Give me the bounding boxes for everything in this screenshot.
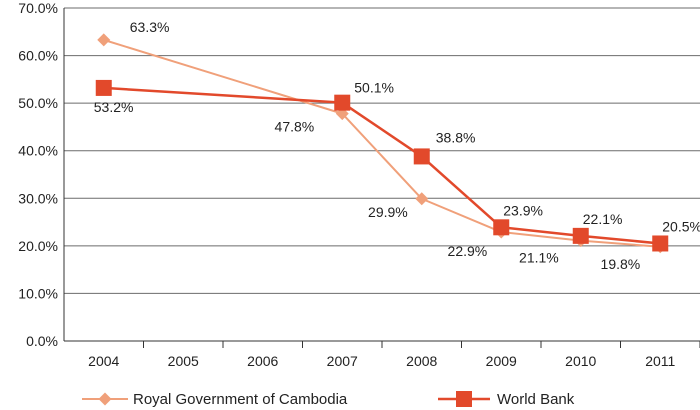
series-world-bank — [95, 79, 669, 252]
legend-marker — [456, 391, 472, 407]
data-label: 50.1% — [354, 80, 394, 96]
y-tick-label: 20.0% — [18, 238, 58, 254]
data-point-marker — [413, 148, 430, 165]
data-label: 63.3% — [130, 19, 170, 35]
data-label: 29.9% — [368, 204, 408, 220]
data-labels-world-bank: 53.2% 50.1% 38.8% 23.9% 22.1% 20.5% — [94, 80, 700, 235]
legend-label: World Bank — [497, 391, 575, 408]
x-tick-label: 2009 — [486, 353, 517, 369]
y-tick-label: 10.0% — [18, 285, 58, 301]
legend-marker — [98, 392, 112, 406]
y-axis: 0.0% 10.0% 20.0% 30.0% 40.0% 50.0% 60.0% 70.0% — [18, 0, 58, 349]
series-line — [103, 86, 661, 245]
y-tick-label: 0.0% — [26, 333, 58, 349]
data-label: 22.1% — [583, 211, 623, 227]
y-tick-label: 40.0% — [18, 143, 58, 159]
data-point-marker — [652, 235, 669, 252]
data-label: 21.1% — [519, 250, 559, 266]
data-label: 19.8% — [601, 256, 641, 272]
data-point-marker — [95, 79, 112, 96]
data-point-marker — [572, 227, 589, 244]
x-tick-label: 2011 — [645, 353, 675, 369]
series-royal-government-of-cambodia — [97, 33, 667, 254]
gridlines — [64, 7, 700, 294]
data-point-marker — [334, 94, 351, 111]
x-tick-label: 2004 — [88, 353, 119, 369]
data-labels-royal-government-of-cambodia: 63.3% 47.8% 29.9% 22.9% 21.1% 19.8% — [130, 19, 641, 272]
legend-label: Royal Government of Cambodia — [133, 391, 348, 408]
legend-item: Royal Government of Cambodia — [82, 391, 348, 408]
data-point-marker — [493, 219, 510, 236]
legend: Royal Government of Cambodia World Bank — [82, 391, 575, 408]
legend-item: World Bank — [438, 391, 575, 408]
data-label: 53.2% — [94, 99, 134, 115]
data-label: 47.8% — [275, 119, 315, 135]
data-point-marker — [97, 33, 111, 47]
data-point-marker — [415, 192, 429, 206]
y-tick-label: 70.0% — [18, 0, 58, 16]
data-label: 22.9% — [448, 243, 488, 259]
x-tick-label: 2006 — [247, 353, 278, 369]
y-tick-label: 30.0% — [18, 190, 58, 206]
y-tick-label: 50.0% — [18, 95, 58, 111]
data-label: 38.8% — [436, 129, 476, 145]
x-tick-label: 2007 — [327, 353, 358, 369]
data-label: 23.9% — [503, 202, 543, 218]
x-tick-label: 2008 — [406, 353, 437, 369]
x-tick-label: 2005 — [168, 353, 199, 369]
x-tick-label: 2010 — [565, 353, 596, 369]
x-axis: 2004 2005 2006 2007 2008 2009 2010 2011 — [88, 341, 700, 369]
data-label: 20.5% — [662, 218, 700, 234]
y-tick-label: 60.0% — [18, 48, 58, 64]
